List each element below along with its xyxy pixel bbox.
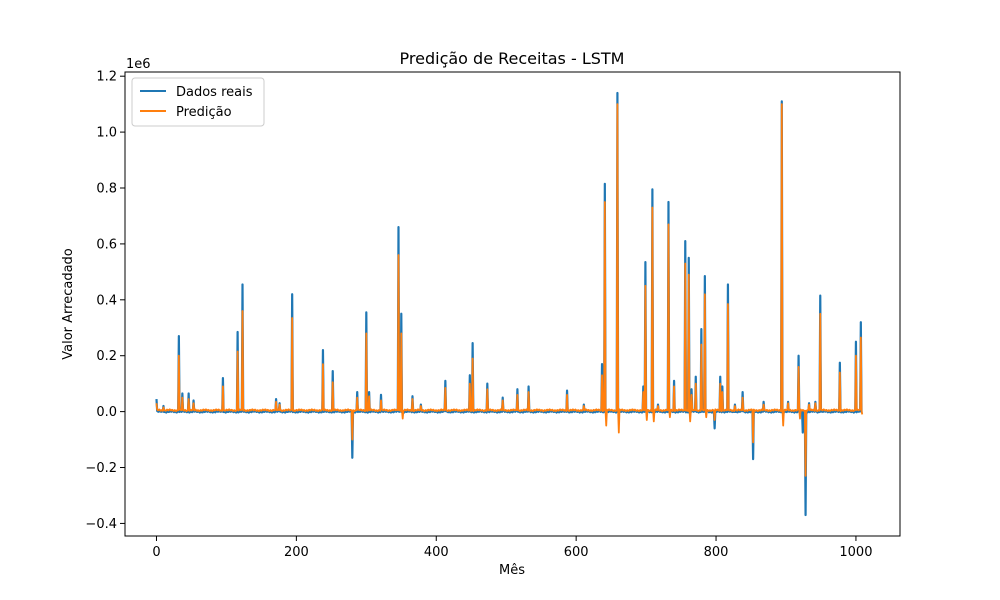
x-tick-label: 600 — [564, 545, 589, 560]
y-tick-label: 1.0 — [96, 126, 117, 141]
x-tick-label: 1000 — [839, 545, 872, 560]
x-tick-label: 0 — [152, 545, 160, 560]
legend: Dados reais Predição — [131, 77, 265, 127]
y-tick-label: −0.2 — [85, 461, 117, 476]
x-tick-label: 400 — [424, 545, 449, 560]
legend-label-predicao: Predição — [176, 105, 232, 120]
y-axis-label: Valor Arrecadado — [61, 248, 76, 360]
y-axis: −0.4 −0.2 0.0 0.2 0.4 0.6 0.8 1.0 1.2 — [85, 70, 125, 532]
y-tick-label: 0.4 — [96, 293, 117, 308]
x-axis: 0 200 400 600 800 1000 — [152, 536, 872, 560]
x-tick-label: 800 — [704, 545, 729, 560]
legend-label-dados-reais: Dados reais — [176, 85, 253, 100]
y-offset-label: 1e6 — [126, 57, 151, 72]
y-tick-label: 0.2 — [96, 349, 117, 364]
plot-series — [155, 91, 864, 517]
chart-title: Predição de Receitas - LSTM — [400, 49, 625, 68]
series-line-predicao — [155, 103, 864, 477]
y-tick-label: 0.6 — [96, 237, 117, 252]
plot-frame — [124, 71, 901, 537]
x-axis-label: Mês — [499, 563, 525, 578]
x-tick-label: 200 — [284, 545, 309, 560]
y-tick-label: 0.8 — [96, 182, 117, 197]
y-tick-label: −0.4 — [85, 517, 117, 532]
y-tick-label: 1.2 — [96, 70, 117, 85]
y-tick-label: 0.0 — [96, 405, 117, 420]
